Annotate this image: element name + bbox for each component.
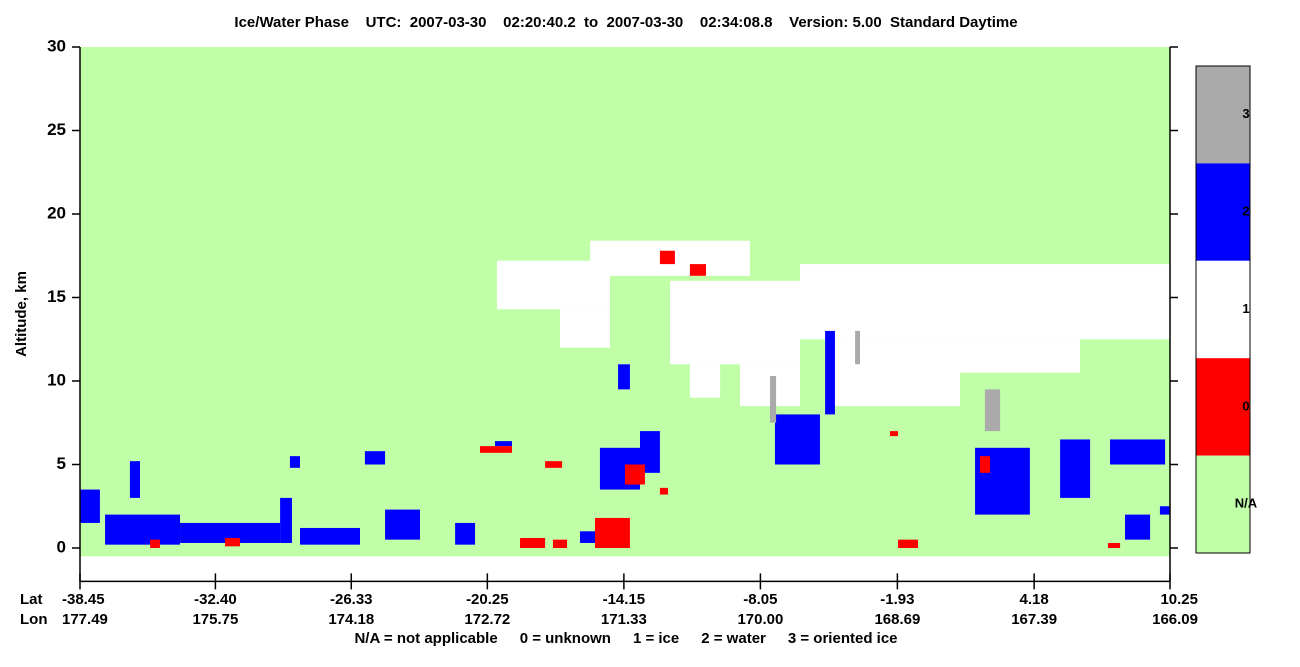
feature-cell (80, 489, 100, 523)
feature-cell (855, 330, 861, 365)
y-tick-label: 30 (47, 36, 66, 55)
x-tick-label-lon: 168.69 (874, 611, 920, 628)
feature-cell (455, 522, 476, 545)
feature-cell (890, 431, 899, 437)
x-tick-label-lon: 166.09 (1152, 611, 1198, 628)
feature-cell (545, 461, 563, 468)
colorbar-frame (1195, 65, 1251, 554)
feature-cell (830, 339, 961, 407)
feature-cell (105, 514, 181, 545)
feature-cell (150, 539, 160, 548)
colorbar-label: 2 (1242, 204, 1249, 219)
feature-cell (1060, 439, 1091, 498)
feature-cell (595, 517, 630, 548)
y-tick-label: 0 (57, 537, 66, 556)
feature-cell (984, 389, 1001, 432)
feature-cell (180, 522, 281, 543)
x-tick-label: -1.93 (880, 591, 914, 608)
feature-cell (774, 414, 820, 465)
colorbar-segment (1196, 66, 1250, 164)
x-tick-label: 10.25 (1160, 591, 1198, 608)
feature-cell (225, 537, 241, 547)
y-tick-label: 15 (47, 287, 66, 306)
feature-cell (364, 451, 386, 465)
y-tick-label: 10 (47, 370, 66, 389)
feature-cell (385, 509, 420, 540)
feature-cell (770, 375, 777, 423)
y-tick-label: 5 (57, 454, 66, 473)
legend-item: 0 = unknown (520, 630, 611, 647)
feature-cell (689, 264, 707, 276)
legend-item: 1 = ice (633, 630, 679, 647)
feature-cell (618, 364, 630, 390)
feature-cell (800, 264, 1170, 340)
x-tick-label-lon: 167.39 (1011, 611, 1057, 628)
feature-cell (979, 456, 991, 473)
colorbar-label: N/A (1235, 496, 1258, 511)
feature-cell (494, 441, 512, 447)
feature-cell (1108, 542, 1121, 548)
y-tick-label: 20 (47, 203, 66, 222)
legend-item: 3 = oriented ice (788, 630, 898, 647)
colorbar-label: 1 (1242, 301, 1249, 316)
y-axis-label: Altitude, km (13, 271, 30, 357)
x-tick-label: -32.40 (194, 591, 237, 608)
x-tick-label-lon: 175.75 (192, 611, 238, 628)
feature-cell (129, 461, 140, 498)
feature-cell (825, 330, 835, 415)
x-tick-label: -38.45 (62, 591, 105, 608)
feature-cell (625, 464, 645, 485)
chart-title: Ice/Water Phase UTC: 2007-03-30 02:20:40… (234, 14, 1017, 31)
x-tick-label: 4.18 (1020, 591, 1049, 608)
row-label: Lat (20, 591, 43, 608)
feature-cell (1125, 514, 1151, 540)
x-tick-label-lon: 174.18 (328, 611, 374, 628)
feature-cell (520, 537, 546, 548)
feature-cell (659, 250, 675, 265)
legend-note: N/A = not applicable 0 = unknown 1 = ice 2 … (354, 630, 897, 647)
plot-area (80, 47, 1170, 557)
x-tick-label: -14.15 (603, 591, 646, 608)
x-tick-label-lon: 172.72 (464, 611, 510, 628)
feature-cell (552, 539, 568, 548)
colorbar-segment (1196, 260, 1250, 359)
feature-cell (960, 339, 1081, 373)
feature-cell (560, 309, 611, 348)
x-tick-label-lon: 170.00 (737, 611, 783, 628)
colorbar-label: 3 (1242, 106, 1249, 121)
row-label: Lon (20, 611, 48, 628)
feature-cell (639, 431, 660, 473)
colorbar-segment (1196, 163, 1250, 261)
y-tick-label: 25 (47, 120, 66, 139)
x-tick-label: -20.25 (466, 591, 509, 608)
feature-cell (669, 280, 801, 365)
feature-cell (898, 539, 918, 548)
feature-cell (280, 497, 292, 543)
feature-cell (1110, 439, 1166, 465)
feature-cell (289, 456, 301, 468)
legend-item: N/A = not applicable (354, 630, 497, 647)
feature-cell (689, 364, 721, 398)
x-tick-label: -8.05 (743, 591, 777, 608)
feature-cell (300, 527, 360, 545)
colorbar-segment (1196, 455, 1250, 553)
colorbar-label: 0 (1242, 398, 1249, 413)
x-tick-label-lon: 171.33 (601, 611, 647, 628)
feature-cell (1159, 506, 1170, 515)
x-tick-label: -26.33 (330, 591, 373, 608)
legend-item: 2 = water (701, 630, 766, 647)
feature-cell (659, 487, 668, 495)
colorbar-segment (1196, 358, 1250, 456)
feature-cell (479, 446, 512, 453)
x-tick-label-lon: 177.49 (62, 611, 108, 628)
